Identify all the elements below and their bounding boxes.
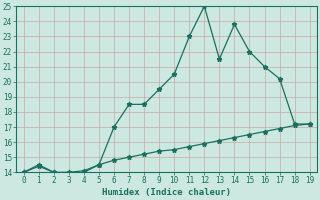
X-axis label: Humidex (Indice chaleur): Humidex (Indice chaleur) — [102, 188, 231, 197]
